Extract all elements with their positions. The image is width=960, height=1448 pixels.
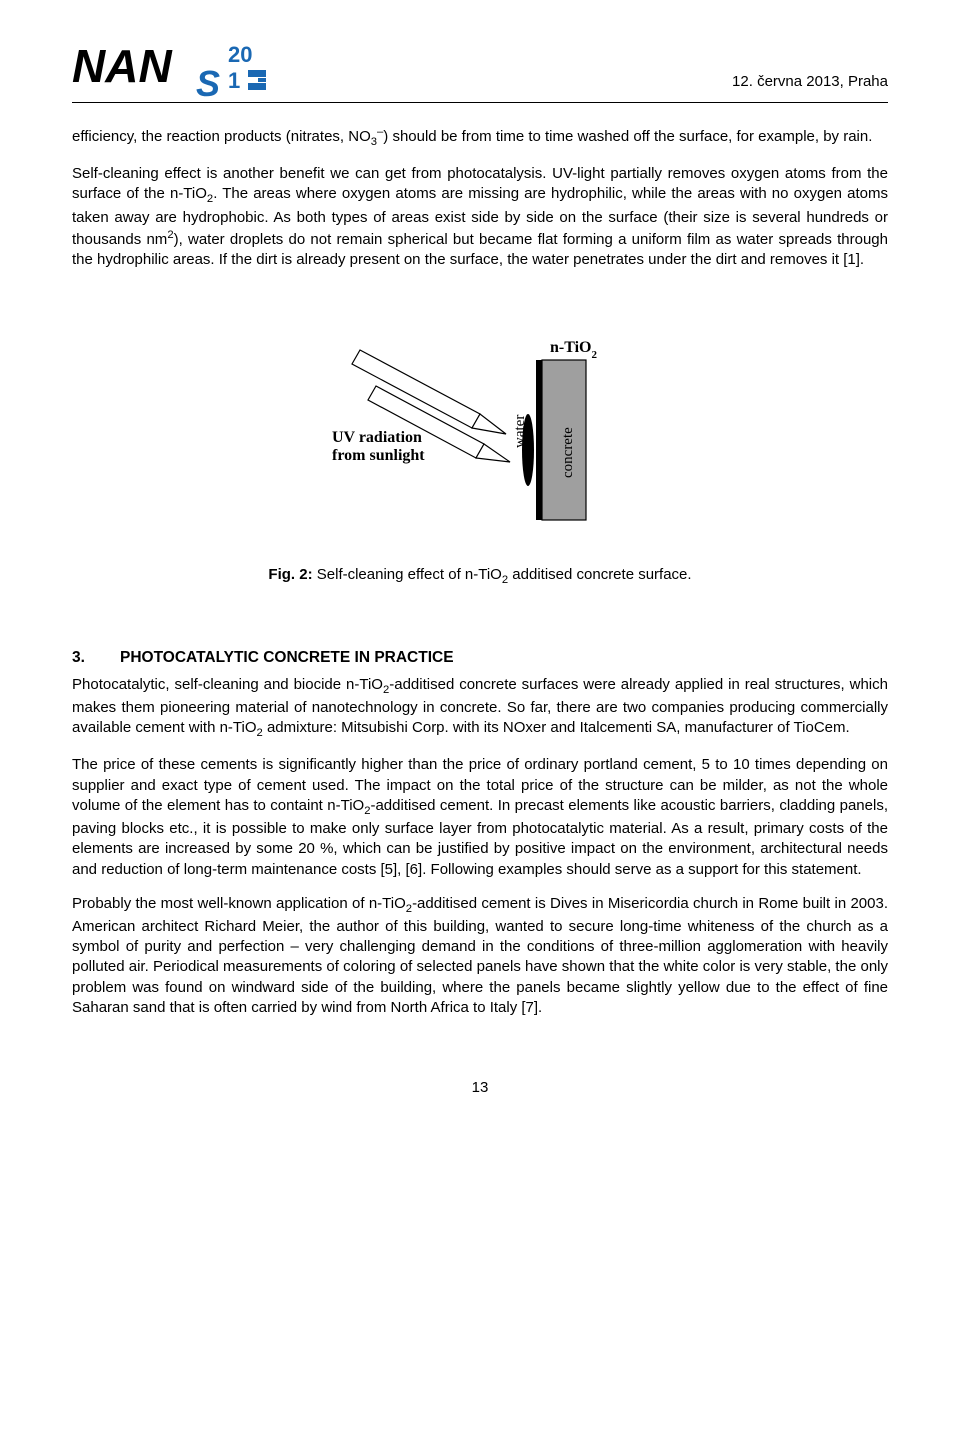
section-3-heading: 3.PHOTOCATALYTIC CONCRETE IN PRACTICE bbox=[72, 648, 888, 669]
text: ), water droplets do not remain spherica… bbox=[72, 231, 888, 268]
text: Photocatalytic, self-cleaning and biocid… bbox=[72, 676, 383, 693]
svg-text:NAN: NAN bbox=[72, 40, 172, 92]
paragraph-selfcleaning: Self-cleaning effect is another benefit … bbox=[72, 164, 888, 270]
section-number: 3. bbox=[72, 648, 120, 669]
svg-text:20: 20 bbox=[228, 42, 252, 67]
concrete-label: concrete bbox=[560, 427, 576, 478]
figure-2: water concrete n-TiO2 UV radiation from … bbox=[72, 330, 888, 546]
uv-label-1: UV radiation bbox=[332, 429, 422, 446]
text: additised concrete surface. bbox=[508, 566, 691, 583]
text: Probably the most well-known application… bbox=[72, 895, 406, 912]
paragraph-efficiency: efficiency, the reaction products (nitra… bbox=[72, 125, 888, 150]
caption-label: Fig. 2: bbox=[268, 566, 312, 583]
ntio2-label: n-TiO2 bbox=[550, 339, 598, 361]
svg-text:S: S bbox=[196, 63, 220, 98]
section3-p3: Probably the most well-known application… bbox=[72, 894, 888, 1018]
text: efficiency, the reaction products (nitra… bbox=[72, 128, 371, 145]
uv-label-2: from sunlight bbox=[332, 447, 425, 464]
section3-p2: The price of these cements is significan… bbox=[72, 755, 888, 879]
conference-logo: NAN S 20 1 bbox=[72, 38, 292, 98]
header-date: 12. června 2013, Praha bbox=[732, 72, 888, 98]
page-header: NAN S 20 1 12. června 2013, Praha bbox=[72, 38, 888, 103]
text: admixture: Mitsubishi Corp. with its NOx… bbox=[263, 719, 850, 736]
svg-text:1: 1 bbox=[228, 68, 240, 93]
section-title: PHOTOCATALYTIC CONCRETE IN PRACTICE bbox=[120, 649, 454, 666]
figure-2-caption: Fig. 2: Self-cleaning effect of n-TiO2 a… bbox=[72, 565, 888, 588]
section3-p1: Photocatalytic, self-cleaning and biocid… bbox=[72, 675, 888, 742]
figure-2-diagram: water concrete n-TiO2 UV radiation from … bbox=[320, 330, 640, 540]
text: Self-cleaning effect of n-TiO bbox=[313, 566, 502, 583]
text: -additised cement is Dives in Misericord… bbox=[72, 895, 888, 1016]
page-number: 13 bbox=[72, 1078, 888, 1098]
text: ) should be from time to time washed off… bbox=[383, 128, 872, 145]
